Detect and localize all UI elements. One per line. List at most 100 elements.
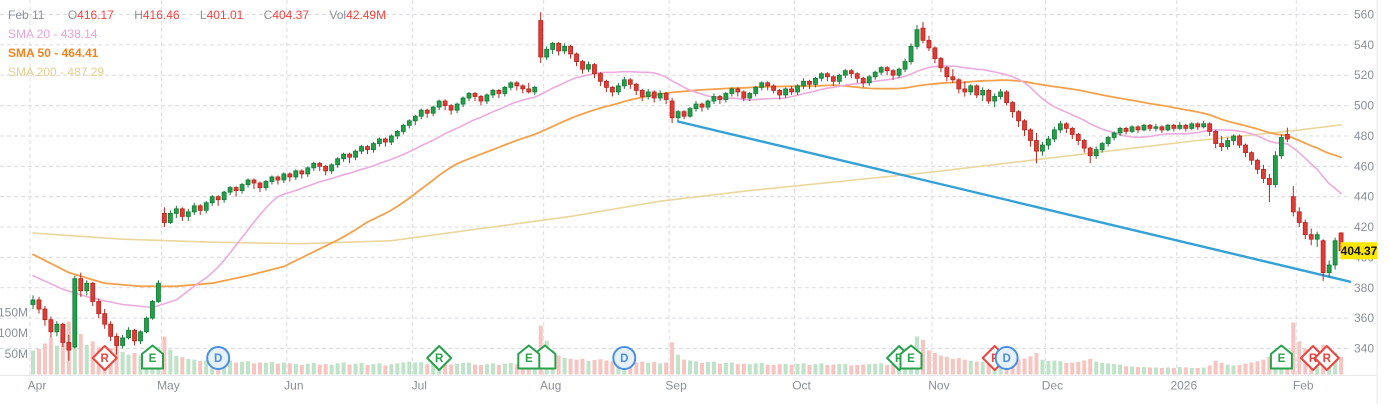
candle-body[interactable]: [233, 187, 239, 192]
candle-body[interactable]: [460, 97, 466, 105]
candle-body[interactable]: [878, 67, 884, 73]
candle-body[interactable]: [245, 179, 251, 185]
candle-body[interactable]: [305, 167, 311, 175]
candle-body[interactable]: [1135, 126, 1141, 131]
candle-body[interactable]: [132, 329, 137, 342]
candle-body[interactable]: [1249, 152, 1254, 161]
candle-body[interactable]: [544, 49, 550, 58]
candle-body[interactable]: [848, 70, 854, 75]
candle-body[interactable]: [96, 301, 102, 314]
r-event-marker[interactable]: R: [426, 345, 453, 371]
candle-body[interactable]: [400, 124, 406, 132]
candle-body[interactable]: [150, 301, 155, 319]
candle-body[interactable]: [651, 91, 657, 99]
candle-body[interactable]: [281, 173, 287, 181]
earnings-marker[interactable]: E: [141, 344, 164, 370]
candle-body[interactable]: [1320, 240, 1326, 273]
candle-body[interactable]: [1105, 137, 1111, 144]
candle-body[interactable]: [1207, 123, 1213, 132]
candle-body[interactable]: [872, 71, 878, 78]
candle-body[interactable]: [884, 67, 890, 72]
candle-body[interactable]: [1261, 168, 1266, 179]
candle-body[interactable]: [424, 109, 430, 114]
candle-body[interactable]: [1046, 138, 1051, 146]
candle-body[interactable]: [1153, 126, 1159, 129]
candle-body[interactable]: [753, 86, 759, 94]
candle-body[interactable]: [1272, 155, 1278, 185]
candle-body[interactable]: [1141, 124, 1147, 131]
candle-body[interactable]: [514, 82, 520, 87]
candle-body[interactable]: [287, 173, 293, 178]
candle-body[interactable]: [114, 335, 120, 346]
candle-body[interactable]: [633, 83, 639, 91]
candle-body[interactable]: [42, 308, 48, 321]
candle-body[interactable]: [789, 88, 794, 93]
candle-body[interactable]: [1177, 124, 1183, 129]
candle-body[interactable]: [717, 96, 723, 100]
candle-body[interactable]: [1243, 144, 1248, 154]
candle-body[interactable]: [185, 211, 191, 217]
candle-body[interactable]: [359, 146, 364, 152]
candle-body[interactable]: [263, 181, 269, 188]
candle-body[interactable]: [293, 170, 299, 178]
candle-body[interactable]: [627, 79, 633, 85]
candle-body[interactable]: [1093, 149, 1099, 157]
candle-body[interactable]: [1326, 264, 1332, 273]
candle-body[interactable]: [496, 90, 502, 94]
candle-body[interactable]: [908, 45, 914, 62]
dividend-marker[interactable]: D: [612, 346, 637, 370]
candle-body[interactable]: [1117, 127, 1123, 134]
candle-body[interactable]: [992, 96, 998, 102]
candle-body[interactable]: [1111, 132, 1117, 138]
candle-body[interactable]: [365, 146, 370, 151]
candle-body[interactable]: [430, 106, 436, 114]
candle-body[interactable]: [1195, 123, 1201, 128]
candle-body[interactable]: [1057, 123, 1063, 131]
candle-body[interactable]: [747, 93, 753, 99]
candle-body[interactable]: [1165, 124, 1171, 131]
candle-body[interactable]: [1278, 137, 1284, 157]
candle-body[interactable]: [1004, 91, 1009, 103]
candle-body[interactable]: [472, 93, 478, 97]
candle-body[interactable]: [562, 45, 567, 52]
candle-body[interactable]: [621, 79, 627, 87]
candle-body[interactable]: [580, 61, 585, 70]
candle-body[interactable]: [406, 120, 412, 126]
candle-body[interactable]: [341, 153, 346, 160]
candle-body[interactable]: [1016, 111, 1021, 122]
earnings-marker[interactable]: E: [517, 344, 541, 370]
candle-body[interactable]: [1219, 143, 1225, 147]
candle-body[interactable]: [502, 86, 508, 94]
candle-body[interactable]: [436, 100, 442, 108]
candle-body[interactable]: [251, 179, 257, 184]
candle-body[interactable]: [693, 103, 699, 110]
candle-body[interactable]: [819, 73, 824, 79]
candle-body[interactable]: [830, 76, 836, 82]
candle-body[interactable]: [836, 74, 842, 82]
candle-body[interactable]: [126, 329, 131, 339]
candle-body[interactable]: [920, 27, 926, 41]
candle-body[interactable]: [962, 88, 968, 93]
candle-body[interactable]: [592, 64, 597, 75]
candle-body[interactable]: [783, 88, 788, 96]
candle-body[interactable]: [556, 42, 562, 52]
candle-body[interactable]: [1189, 123, 1195, 129]
candle-body[interactable]: [30, 299, 36, 305]
candle-body[interactable]: [1010, 102, 1015, 113]
candle-body[interactable]: [484, 94, 490, 102]
candle-body[interactable]: [1213, 131, 1219, 144]
candle-body[interactable]: [550, 42, 556, 50]
candle-body[interactable]: [813, 77, 818, 85]
candle-body[interactable]: [807, 80, 812, 85]
candle-body[interactable]: [741, 91, 747, 99]
candle-body[interactable]: [1225, 140, 1230, 147]
candle-body[interactable]: [227, 187, 233, 193]
candle-body[interactable]: [167, 212, 173, 223]
candle-body[interactable]: [1123, 127, 1129, 132]
candle-body[interactable]: [801, 80, 806, 87]
candle-body[interactable]: [890, 70, 896, 76]
candle-body[interactable]: [1040, 144, 1045, 152]
candle-body[interactable]: [311, 162, 317, 169]
earnings-marker[interactable]: E: [1269, 344, 1293, 370]
